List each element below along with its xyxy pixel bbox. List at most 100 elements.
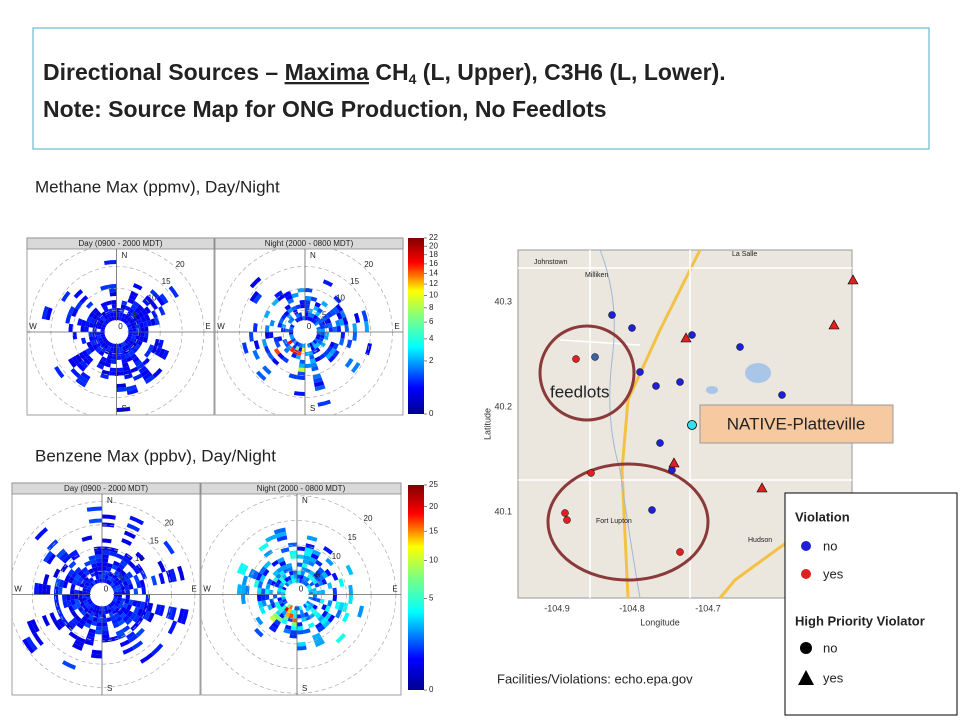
polar-cell	[257, 587, 262, 595]
polar-cell	[326, 311, 333, 318]
polar-cell	[140, 368, 150, 377]
polar-cell	[316, 326, 321, 330]
polar-cell	[305, 295, 312, 301]
polar-cell	[266, 352, 275, 361]
polar-cell	[335, 303, 344, 312]
polar-cell	[307, 312, 312, 317]
polar-label: E	[205, 322, 210, 331]
polar-cell	[260, 594, 266, 601]
polar-cell	[126, 523, 140, 533]
polar-cell	[46, 584, 51, 595]
legend-label: no	[823, 538, 837, 553]
polar-cell	[241, 594, 246, 605]
polar-cell	[287, 307, 293, 314]
polar-cell	[314, 384, 326, 392]
polar-cell	[301, 617, 307, 623]
polar-cell	[299, 609, 304, 615]
polar-cell	[303, 611, 309, 618]
polar-cell	[308, 591, 314, 595]
polar-cell	[91, 603, 96, 609]
polar-cell	[287, 566, 293, 572]
polar-cell	[93, 546, 102, 552]
polar-cell	[126, 388, 139, 395]
polar-cell	[342, 612, 350, 623]
polar-cell	[336, 325, 342, 332]
polar-cell	[25, 636, 38, 652]
polar-cell	[116, 315, 120, 321]
polar-cell	[327, 614, 336, 623]
polar-cell	[315, 559, 323, 567]
polar-cell	[298, 367, 305, 372]
facility	[628, 324, 636, 332]
colorbar-label: 10	[429, 290, 438, 299]
polar-cell	[76, 362, 86, 372]
polar-cell	[168, 285, 179, 298]
polar-cell	[76, 622, 84, 630]
polar-cell	[315, 576, 322, 583]
polar-label: E	[394, 322, 399, 331]
polar-cell	[297, 371, 305, 376]
polar-cell	[324, 612, 332, 621]
polar-cell	[105, 358, 112, 364]
polar-cell	[266, 578, 273, 585]
polar-cell	[300, 303, 305, 309]
polar-cell	[117, 579, 123, 585]
polar-cell	[273, 348, 281, 356]
polar-cell	[307, 560, 315, 567]
polar-cell	[290, 554, 297, 559]
polar-cell	[128, 319, 134, 324]
polar-cell	[99, 606, 102, 611]
legend-label: no	[823, 640, 837, 655]
polar-cell	[132, 332, 137, 336]
polar-cell	[104, 260, 117, 265]
polar-cell	[309, 602, 315, 608]
polar-cell	[111, 303, 117, 309]
polar-cell	[94, 550, 102, 556]
polar-cell	[84, 326, 89, 332]
polar-cell	[97, 618, 102, 623]
facility	[587, 469, 595, 477]
polar-cell	[92, 307, 99, 314]
polar-cell	[139, 601, 146, 610]
polar-cell	[88, 584, 93, 589]
polar-cell	[108, 350, 113, 356]
polar-cell	[297, 578, 300, 583]
polar-cell	[102, 546, 111, 552]
source-note: Facilities/Violations: echo.epa.gov	[497, 671, 693, 686]
polar-cell	[108, 308, 113, 314]
polar-cell	[139, 322, 145, 328]
polar-cell	[276, 579, 282, 585]
polar-hole	[105, 321, 128, 343]
polar-cell	[299, 359, 305, 364]
polar-cell	[263, 560, 272, 569]
polar-cell	[118, 563, 126, 570]
polar-cell	[141, 586, 146, 595]
facility	[688, 331, 696, 339]
polar-cell	[275, 609, 282, 616]
lon-tick: -104.9	[544, 603, 570, 613]
polar-cell	[271, 622, 279, 630]
polar-cell	[351, 362, 361, 374]
polar-cell	[278, 600, 284, 605]
polar-cell	[323, 323, 329, 329]
polar-cell	[295, 304, 301, 310]
polar-cell	[338, 578, 345, 587]
polar-cell	[142, 336, 148, 343]
polar-cell	[102, 566, 107, 571]
polar-cell	[86, 596, 91, 600]
polar-cell	[108, 371, 117, 376]
polar-cell	[62, 594, 67, 602]
polar-cell	[126, 384, 137, 392]
polar-plot: Day (0900 - 2000 MDT) N S W E 0 5 10 15 20	[11, 482, 201, 696]
polar-cell	[139, 579, 146, 588]
place: Milliken	[585, 272, 608, 279]
legend-label: yes	[823, 566, 844, 581]
polar-cell	[169, 607, 177, 621]
polar-cell	[88, 628, 96, 634]
polar-cell	[74, 598, 80, 605]
polar-cell	[316, 332, 322, 335]
polar-cell	[95, 347, 102, 354]
polar-cell	[81, 350, 89, 358]
polar-cell	[96, 363, 105, 370]
polar-cell	[151, 310, 158, 319]
